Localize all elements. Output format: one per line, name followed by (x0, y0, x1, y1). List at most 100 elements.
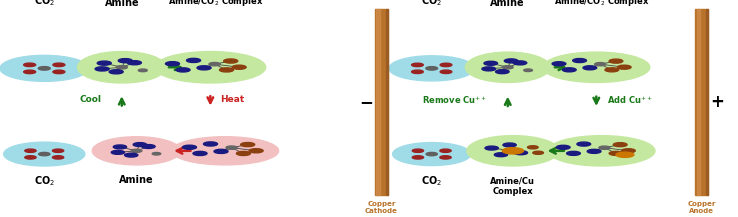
Circle shape (97, 61, 111, 65)
Circle shape (621, 149, 635, 153)
Text: Add Cu$^{++}$: Add Cu$^{++}$ (607, 94, 652, 106)
Text: +: + (711, 93, 724, 111)
Circle shape (118, 59, 132, 63)
Circle shape (236, 151, 250, 156)
Circle shape (204, 142, 218, 146)
Circle shape (4, 142, 85, 166)
Circle shape (533, 151, 543, 154)
Circle shape (552, 62, 566, 66)
Circle shape (241, 143, 255, 147)
Circle shape (142, 145, 155, 148)
Circle shape (0, 55, 89, 81)
Ellipse shape (155, 52, 266, 83)
Text: Cool: Cool (80, 95, 102, 104)
Circle shape (53, 70, 65, 74)
Circle shape (226, 146, 237, 149)
Circle shape (528, 146, 538, 149)
Circle shape (187, 58, 201, 62)
Text: Amine/CO$_2$ Complex: Amine/CO$_2$ Complex (168, 0, 263, 8)
Circle shape (114, 145, 127, 149)
Circle shape (426, 67, 438, 70)
Circle shape (412, 70, 424, 74)
Circle shape (38, 152, 50, 156)
Circle shape (393, 143, 471, 166)
Circle shape (24, 70, 35, 74)
Circle shape (524, 69, 532, 72)
Circle shape (389, 56, 475, 81)
Circle shape (617, 65, 631, 69)
Text: CO$_2$: CO$_2$ (421, 175, 442, 189)
Circle shape (219, 68, 233, 72)
Circle shape (595, 62, 606, 66)
Ellipse shape (543, 52, 650, 82)
Circle shape (587, 149, 601, 153)
Circle shape (52, 156, 63, 159)
Circle shape (605, 68, 618, 72)
Circle shape (440, 156, 451, 159)
Circle shape (503, 66, 513, 69)
Circle shape (128, 61, 142, 65)
Circle shape (138, 69, 148, 72)
Circle shape (111, 150, 125, 154)
Circle shape (583, 66, 597, 70)
Circle shape (182, 145, 196, 149)
Circle shape (152, 153, 161, 155)
Text: CO$_2$: CO$_2$ (421, 0, 442, 8)
Ellipse shape (466, 136, 559, 166)
Text: Copper
Anode: Copper Anode (688, 201, 716, 214)
Text: Amine/Cu
Complex: Amine/Cu Complex (491, 176, 535, 196)
Text: Amine: Amine (491, 0, 525, 8)
Circle shape (116, 66, 128, 69)
Circle shape (482, 67, 495, 71)
Circle shape (232, 65, 246, 69)
Bar (375, 9, 388, 195)
Circle shape (514, 151, 528, 155)
Circle shape (412, 63, 424, 67)
Text: Remove Cu$^{++}$: Remove Cu$^{++}$ (421, 94, 487, 106)
Circle shape (609, 151, 623, 155)
Bar (376, 9, 379, 195)
Circle shape (249, 149, 263, 153)
Circle shape (440, 149, 451, 152)
Circle shape (503, 143, 517, 147)
Circle shape (413, 149, 424, 152)
Circle shape (224, 59, 238, 63)
Bar (695, 9, 708, 195)
Ellipse shape (465, 52, 551, 82)
Circle shape (214, 149, 228, 153)
Circle shape (503, 148, 523, 154)
Ellipse shape (92, 137, 181, 165)
Bar (706, 9, 708, 195)
Circle shape (616, 152, 634, 157)
Text: Heat: Heat (220, 95, 244, 104)
Circle shape (484, 61, 497, 65)
Circle shape (577, 142, 590, 146)
Circle shape (133, 143, 146, 146)
Circle shape (24, 63, 35, 67)
Circle shape (176, 68, 190, 72)
Circle shape (485, 146, 498, 150)
Circle shape (25, 156, 36, 159)
Circle shape (440, 63, 452, 67)
Circle shape (495, 70, 509, 74)
Circle shape (440, 70, 452, 74)
Circle shape (53, 63, 65, 67)
Text: Amine: Amine (105, 0, 139, 8)
Text: Copper
Cathode: Copper Cathode (365, 201, 398, 214)
Text: Amine: Amine (120, 175, 154, 185)
Circle shape (413, 156, 424, 159)
Circle shape (25, 149, 36, 152)
Circle shape (562, 68, 576, 72)
Circle shape (165, 62, 179, 66)
Circle shape (599, 146, 610, 149)
Circle shape (513, 61, 527, 65)
Ellipse shape (171, 137, 279, 165)
Circle shape (613, 143, 627, 147)
Text: CO$_2$: CO$_2$ (34, 0, 55, 8)
Ellipse shape (548, 136, 655, 166)
Circle shape (197, 66, 211, 70)
Circle shape (125, 153, 138, 157)
Circle shape (95, 67, 109, 71)
Circle shape (38, 67, 50, 70)
Circle shape (426, 152, 438, 156)
